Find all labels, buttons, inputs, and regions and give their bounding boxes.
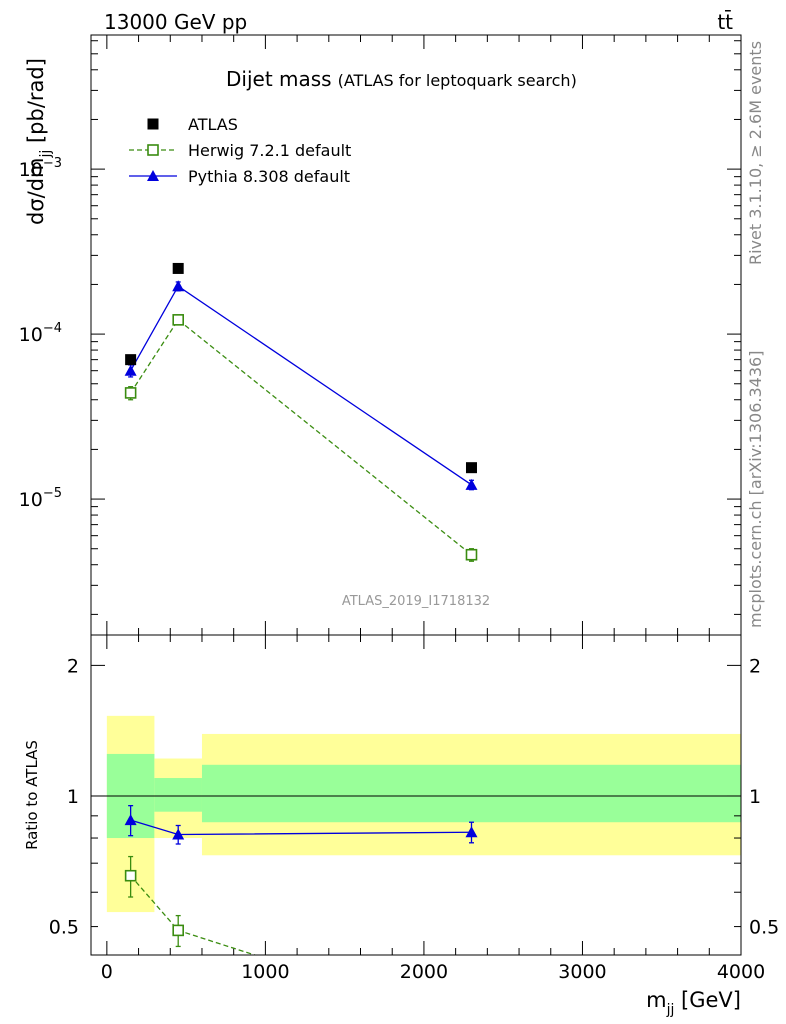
data-point [172,280,185,292]
legend: ATLAS Herwig 7.2.1 default Pythia 8.308 de… [129,115,351,186]
chart-title: Dijet mass (ATLAS for leptoquark search) [226,67,577,91]
ratio-y-tick-label-right: 0.5 [749,917,779,939]
legend-label: ATLAS [188,115,238,134]
chart-title-sub: (ATLAS for leptoquark search) [338,71,577,90]
x-tick-label: 2000 [400,961,448,983]
data-point [124,387,137,399]
watermark: ATLAS_2019_I1718132 [342,594,490,609]
x-tick-label: 1000 [241,961,289,983]
x-axis-label-tail: [GeV] [674,988,741,1012]
main-axis-ticks [91,35,742,635]
legend-label: Herwig 7.2.1 default [188,141,351,160]
data-point [147,170,159,181]
data-point [124,814,137,826]
y-tick-label-exponent: −4 [43,321,62,336]
data-point [124,869,137,882]
data-point [147,118,159,130]
x-tick-labels: 0 1000 2000 3000 4000 [101,961,765,983]
data-point [172,262,184,274]
data-point [147,144,159,156]
ratio-plot-panel: 2 2 1 1 0.5 0.5 0 1000 2000 3000 4000 Ratio to AT… [23,634,779,1018]
ratio-uncertainty-bands [106,715,742,913]
y-tick-label: 10−3 [19,156,62,181]
y-tick-label-exponent: −3 [43,156,62,171]
ratio-y-tick-label-right: 1 [749,786,761,808]
data-point [465,478,478,490]
x-tick-label: 4000 [717,961,765,983]
y-tick-label-base: 10 [19,489,43,511]
x-axis-label: mjj [GeV] [646,988,741,1018]
mcplots-label: mcplots.cern.ch [arXiv:1306.3436] [746,351,765,628]
ratio-y-tick-label-left: 2 [67,655,79,677]
main-plot-series [124,262,478,562]
y-axis-label-sub: jj [38,150,54,159]
legend-label: Pythia 8.308 default [188,167,350,186]
header-right-text: tt̄ [717,9,733,34]
uncertainty-band-inner [201,764,742,823]
ratio-y-tick-label-left: 1 [67,786,79,808]
y-axis-label-tail: [pb/rad] [24,58,48,150]
y-tick-label: 10−4 [19,321,62,346]
ratio-y-tick-label-right: 2 [749,655,761,677]
chart-title-main: Dijet mass [226,67,332,91]
data-point [172,924,184,937]
data-point [125,354,137,366]
x-tick-label: 3000 [558,961,606,983]
y-axis-label: dσ/dmjj [pb/rad] [24,58,54,225]
main-y-tick-labels: 10−310−410−5 [19,156,62,511]
data-point [465,548,478,561]
data-point [465,826,478,838]
ratio-plot-frame [90,634,742,956]
data-point [465,462,477,474]
x-tick-label: 0 [101,961,113,983]
ratio-axis-ticks [91,635,742,955]
data-point [124,364,137,376]
ratio-y-axis-label: Ratio to ATLAS [23,740,41,850]
ratio-plot-series [124,804,478,955]
x-axis-label-main: m [646,988,666,1012]
y-tick-label-base: 10 [19,159,43,181]
main-plot-panel: 10−310−410−5 Dijet mass (ATLAS for leptoq… [19,34,742,636]
header-left-text: 13000 GeV pp [104,10,247,34]
ratio-y-tick-label-left: 0.5 [49,917,79,939]
y-tick-label-exponent: −5 [43,486,62,501]
series-line [130,318,472,556]
ratio-y-tick-labels: 2 2 1 1 0.5 0.5 [49,655,779,938]
data-point [172,314,184,326]
y-tick-label: 10−5 [19,486,62,511]
data-point [172,828,185,840]
rivet-label: Rivet 3.1.10, ≥ 2.6M events [746,41,765,265]
uncertainty-band-inner [154,778,202,812]
x-axis-label-sub: jj [666,1002,675,1018]
y-tick-label-base: 10 [19,324,43,346]
y-axis-label-main: dσ/dm [24,157,48,225]
